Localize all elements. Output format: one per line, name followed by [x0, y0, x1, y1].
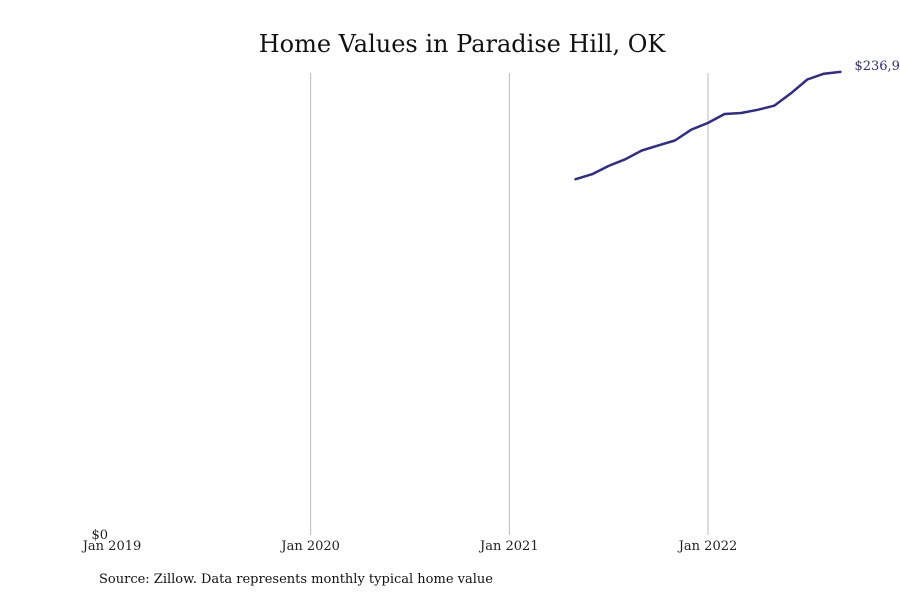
grid-lines: [310, 73, 709, 535]
x-tick-label: Jan 2020: [279, 539, 340, 554]
y-tick-label: $0: [91, 528, 108, 543]
source-note: Source: Zillow. Data represents monthly …: [99, 572, 493, 587]
series-line: [574, 70, 842, 181]
x-tick-label: Jan 2021: [478, 539, 539, 554]
chart-title: Home Values in Paradise Hill, OK: [259, 30, 667, 58]
axis-tick-labels: Jan 2019 Jan 2020 Jan 2021 Jan 2022 $0: [81, 528, 738, 554]
x-tick-label: Jan 2022: [677, 539, 738, 554]
x-tick-label: Jan 2019: [81, 539, 142, 554]
end-value-label: $236,901: [854, 59, 900, 74]
series-layer: $236,901: [574, 59, 900, 181]
